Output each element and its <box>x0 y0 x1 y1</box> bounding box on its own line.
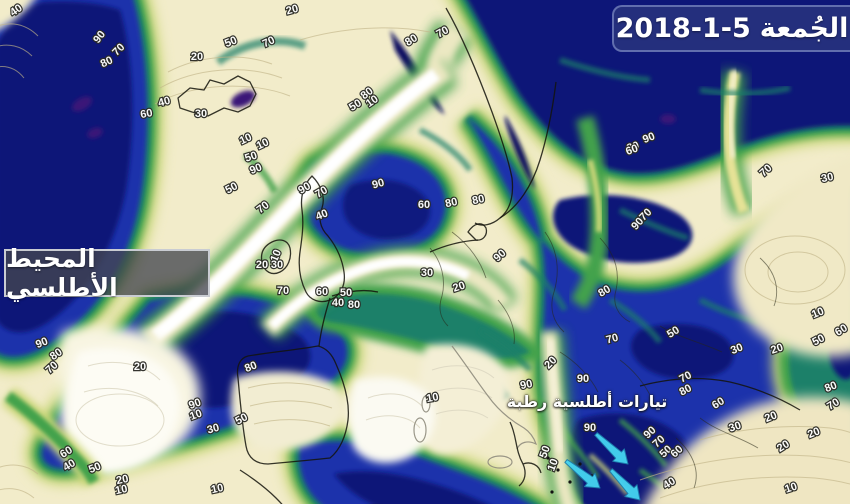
contour-label: 40 <box>157 95 172 110</box>
contour-lines <box>0 23 850 499</box>
contour-label: 90 <box>584 422 596 434</box>
contour-label: 80 <box>625 140 640 155</box>
contour-label: 30 <box>206 422 221 437</box>
humid-currents-annotation: تيارات أطلسية رطبة <box>492 392 682 411</box>
contour-label: 90 <box>34 335 50 351</box>
contour-label: 20 <box>763 409 779 425</box>
contour-label: 20 <box>806 425 822 441</box>
contour-label: 20 <box>769 342 784 357</box>
contour-label: 90 <box>519 378 533 392</box>
iberia-coast <box>236 345 350 465</box>
contour-label: 60 <box>624 142 640 157</box>
contour-label: 30 <box>727 420 742 435</box>
contour-label: 80 <box>444 196 458 210</box>
iceland-coast <box>177 75 257 117</box>
moisture-arrow <box>609 468 641 501</box>
contour-label: 70 <box>277 285 289 297</box>
atlantic-ocean-label: المحيط الأطلسي <box>4 244 210 302</box>
contour-label: 40 <box>332 297 344 309</box>
norway-coast <box>445 7 514 226</box>
contour-label: 10 <box>545 457 560 473</box>
contour-label: 10 <box>783 481 798 496</box>
contour-label: 80 <box>471 193 485 207</box>
country-borders <box>429 231 778 489</box>
contour-label: 50 <box>223 34 239 50</box>
inner-moist-features <box>215 37 791 504</box>
contour-label: 90 <box>187 396 203 411</box>
contour-label: 20 <box>451 280 466 295</box>
moisture-arrow <box>594 432 629 465</box>
contour-label: 60 <box>418 199 430 211</box>
contour-label: 50 <box>340 287 352 299</box>
contour-label: 50 <box>87 460 103 476</box>
contour-label: 10 <box>425 391 439 405</box>
contour-label: 10 <box>210 482 224 496</box>
moisture-flow-arrows <box>564 432 641 501</box>
contour-label: 80 <box>243 359 259 375</box>
day-name: الجُمعة <box>759 13 849 44</box>
ocean-label-text: المحيط الأطلسي <box>6 244 118 302</box>
contour-label: 20 <box>285 3 300 18</box>
contour-label: 30 <box>195 108 207 120</box>
currents-label-text: تيارات أطلسية رطبة <box>506 392 668 411</box>
date-value: 2018-1-5 <box>615 13 751 44</box>
contour-label: 60 <box>139 107 153 121</box>
contour-label: 40 <box>314 207 330 223</box>
contour-label: 80 <box>348 299 360 311</box>
contour-label: 10 <box>188 407 204 422</box>
contour-label: 90 <box>577 373 589 385</box>
contour-label: 90 <box>248 161 264 177</box>
contour-label: 50 <box>537 444 552 460</box>
contour-label: 30 <box>271 259 283 271</box>
contour-label: 70 <box>605 332 620 347</box>
contour-label: 30 <box>729 341 745 357</box>
italy-coast <box>451 345 538 450</box>
contour-label: 20 <box>115 473 129 487</box>
contour-label: 10 <box>268 248 284 264</box>
moisture-arrow <box>564 459 601 489</box>
contour-label: 30 <box>820 171 834 185</box>
contour-label: 80 <box>823 379 839 395</box>
contour-label: 20 <box>134 361 146 373</box>
coastlines <box>177 7 801 504</box>
contour-label: 50 <box>243 150 258 165</box>
contour-label: 90 <box>641 130 657 146</box>
ireland-coast <box>260 239 292 275</box>
greece-coast <box>509 421 542 487</box>
date-badge: 2018-1-5 الجُمعة <box>612 5 850 52</box>
contour-label: 30 <box>421 267 433 279</box>
contour-label: 90 <box>371 177 386 192</box>
contour-label: 20 <box>191 51 203 63</box>
contour-label: 60 <box>316 286 328 298</box>
contour-label: 10 <box>114 483 128 497</box>
contour-label: 10 <box>810 305 826 321</box>
contour-label: 20 <box>256 259 268 271</box>
